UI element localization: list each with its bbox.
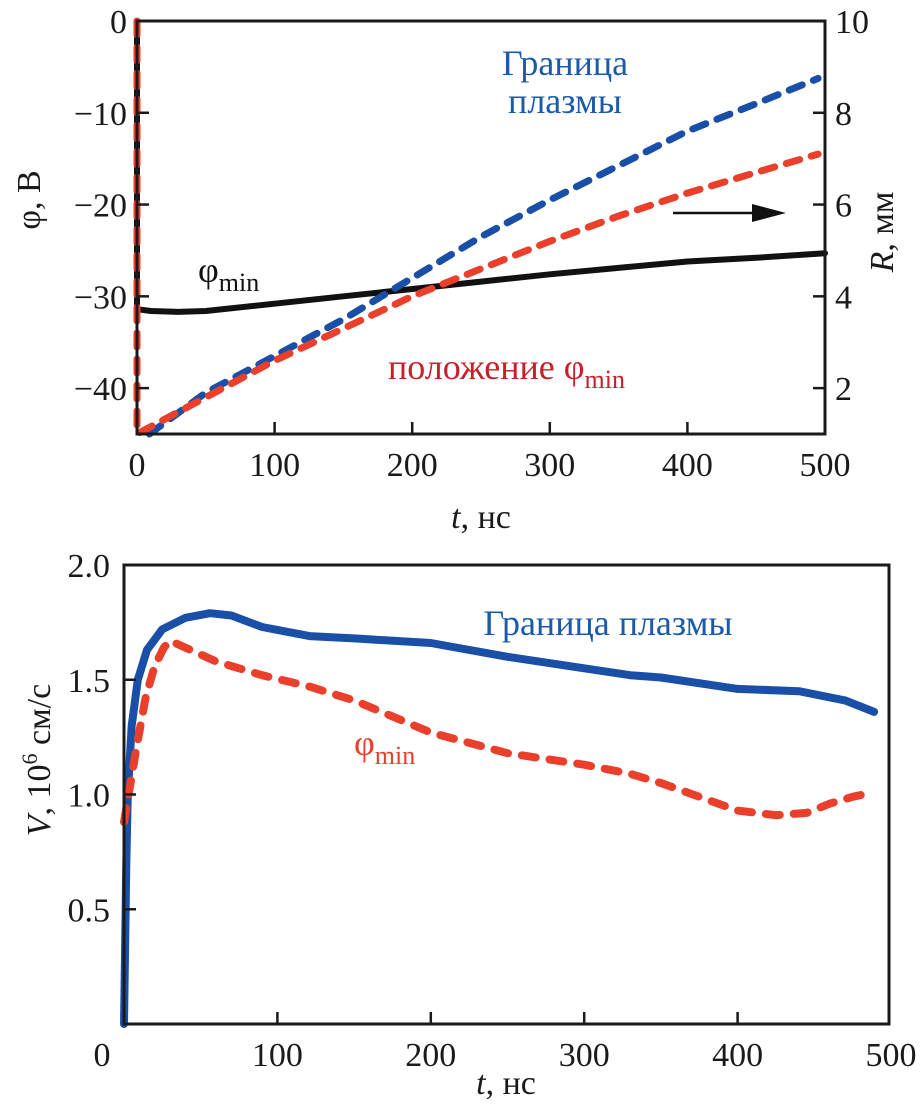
bottom-y-axis-label: V, 106 см/с — [17, 684, 58, 836]
bottom-annot-phi-min-main: φ — [354, 723, 375, 763]
bottom-y-label-mid: , 10 — [21, 764, 58, 815]
bottom-x-tick-label: 100 — [252, 1037, 303, 1074]
bottom-y-tick-label: 2.0 — [68, 548, 111, 585]
top-y2-tick-label: 2 — [835, 371, 852, 408]
top-x-tick-label: 400 — [662, 447, 713, 484]
bottom-annot-plasma-boundary: Граница плазмы — [483, 603, 732, 643]
top-annot-position-sub: min — [585, 365, 625, 394]
top-y2-tick-label: 6 — [835, 188, 852, 225]
top-x-label-rest: , нс — [461, 499, 511, 536]
bottom-y-label-sup: 6 — [17, 753, 42, 764]
bottom-x-tick-label: 0 — [94, 1037, 111, 1074]
top-series-line-0 — [134, 18, 828, 315]
top-x-tick-label: 200 — [387, 447, 438, 484]
top-x-tick-label: 0 — [129, 447, 146, 484]
top-ticks: 0 100 200 300 400 500 0 −10 −20 −30 −40 10 8 6 4 2 — [74, 4, 869, 484]
bottom-series-line-0 — [120, 609, 879, 1028]
top-annot-plasma-boundary-2: плазмы — [508, 81, 622, 121]
top-y-axis-label: φ, В — [11, 170, 48, 229]
bottom-series-group — [120, 609, 879, 1028]
top-y2-tick-label: 10 — [835, 4, 869, 41]
bottom-x-label-italic: t — [476, 1065, 487, 1102]
bottom-y-tick-label: 1.5 — [68, 663, 111, 700]
top-x-tick-label: 500 — [800, 447, 851, 484]
top-annot-phi-min-position: положение φmin — [388, 347, 625, 394]
bottom-x-tick-label: 500 — [866, 1037, 917, 1074]
top-y2-label-italic: R — [864, 251, 901, 273]
bottom-y-tick-label: 0.5 — [68, 892, 111, 929]
top-y2-tick-label: 8 — [835, 96, 852, 133]
top-series-line-2 — [133, 17, 822, 438]
bottom-annot-phi-min: φmin — [354, 723, 415, 770]
top-x-label-italic: t — [451, 499, 462, 536]
bottom-x-tick-label: 400 — [712, 1037, 763, 1074]
bottom-y-tick-label: 1.0 — [68, 778, 111, 815]
top-y2-tick-label: 4 — [835, 279, 852, 316]
top-x-tick-label: 300 — [524, 447, 575, 484]
bottom-x-axis-label: t, нс — [476, 1065, 536, 1102]
top-y2-label-rest: , мм — [864, 192, 901, 252]
bottom-x-tick-label: 200 — [405, 1037, 456, 1074]
top-annot-phi-min-main: φ — [198, 250, 219, 290]
top-y-tick-label: −30 — [74, 279, 127, 316]
top-y-tick-label: −40 — [74, 371, 127, 408]
bottom-x-label-rest: , нс — [486, 1065, 536, 1102]
bottom-annot-phi-min-sub: min — [375, 741, 415, 770]
top-x-tick-label: 100 — [249, 447, 300, 484]
bottom-y-label-rest: см/с — [21, 684, 58, 754]
right-axis-arrow-icon — [673, 204, 786, 222]
top-y-tick-label: 0 — [110, 4, 127, 41]
bottom-ticks: 0 100 200 300 400 500 2.0 1.5 1.0 0.5 — [68, 548, 917, 1074]
top-annot-phi-min: φmin — [198, 250, 259, 297]
top-y2-axis-label: R, мм — [864, 192, 901, 274]
top-annot-phi-min-sub: min — [219, 268, 259, 297]
top-chart: 0 100 200 300 400 500 0 −10 −20 −30 −40 10 8 6 4 2 φ, В… — [11, 4, 901, 536]
top-x-axis-label: t, нс — [451, 499, 511, 536]
top-series-group — [133, 17, 828, 438]
top-y-tick-label: −10 — [74, 96, 127, 133]
bottom-chart: 0 100 200 300 400 500 2.0 1.5 1.0 0.5 V, 106 см/с… — [17, 548, 917, 1102]
top-plot-frame — [135, 19, 827, 436]
bottom-series-line-1 — [120, 636, 879, 826]
top-y-tick-label: −20 — [74, 188, 127, 225]
bottom-x-tick-label: 300 — [559, 1037, 610, 1074]
top-annot-plasma-boundary-1: Граница — [502, 43, 628, 83]
top-annot-position-main: положение φ — [388, 347, 585, 387]
